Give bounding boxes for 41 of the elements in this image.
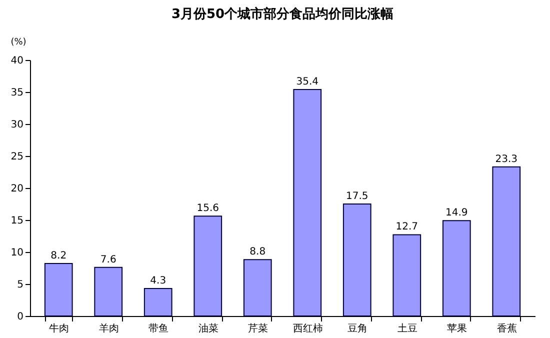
bar: [243, 259, 272, 316]
y-tick-label: 5: [17, 280, 24, 290]
x-tick-label: 西红柿: [292, 322, 323, 334]
data-label: 35.4: [296, 76, 319, 88]
data-label: 12.7: [396, 222, 418, 233]
x-tick-label: 豆角: [348, 322, 368, 334]
data-label: 15.6: [196, 203, 219, 214]
data-label: 4.3: [150, 275, 166, 286]
bar: [492, 166, 521, 316]
bar: [392, 234, 422, 316]
x-tick-label: 油菜: [198, 322, 218, 334]
y-tick-label: 20: [10, 184, 24, 194]
x-tick-label: 带鱼: [148, 322, 169, 334]
data-label: 14.9: [446, 208, 468, 219]
bar: [342, 204, 372, 316]
data-label: 8.8: [250, 246, 266, 258]
x-tick-label: 牛肉: [49, 322, 70, 334]
x-tick-label: 土豆: [397, 322, 418, 334]
y-tick-label: 10: [10, 248, 24, 258]
y-tick-label: 0: [17, 312, 24, 322]
y-axis-title: (%): [10, 38, 26, 48]
y-tick-label: 35: [10, 88, 24, 98]
bar: [194, 216, 222, 316]
data-label: 23.3: [495, 154, 518, 165]
bar: [442, 220, 471, 316]
data-label: 7.6: [100, 254, 116, 266]
y-tick-label: 15: [10, 216, 24, 226]
x-tick-label: 香蕉: [496, 322, 517, 334]
x-tick-label: 芹菜: [248, 322, 268, 334]
bar: [144, 288, 172, 316]
chart-title: 3月份50个城市部分食品均价同比涨幅: [171, 6, 394, 22]
y-tick-label: 30: [10, 120, 24, 130]
bar: [293, 88, 322, 316]
y-tick-label: 40: [10, 56, 24, 66]
x-tick-label: 苹果: [447, 322, 468, 334]
y-tick-label: 25: [10, 152, 24, 162]
bar: [94, 266, 123, 316]
data-label: 8.2: [50, 250, 67, 262]
data-label: 17.5: [346, 191, 368, 202]
bar: [44, 263, 73, 316]
x-tick-label: 羊肉: [98, 322, 119, 334]
